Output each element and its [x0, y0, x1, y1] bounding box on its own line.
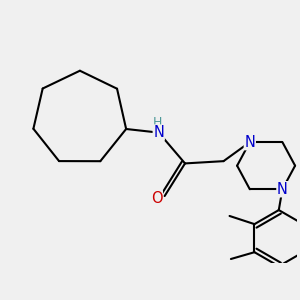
Text: O: O	[151, 191, 162, 206]
Text: N: N	[153, 125, 164, 140]
Text: H: H	[153, 116, 163, 129]
Text: N: N	[244, 135, 255, 150]
Text: N: N	[277, 182, 288, 197]
